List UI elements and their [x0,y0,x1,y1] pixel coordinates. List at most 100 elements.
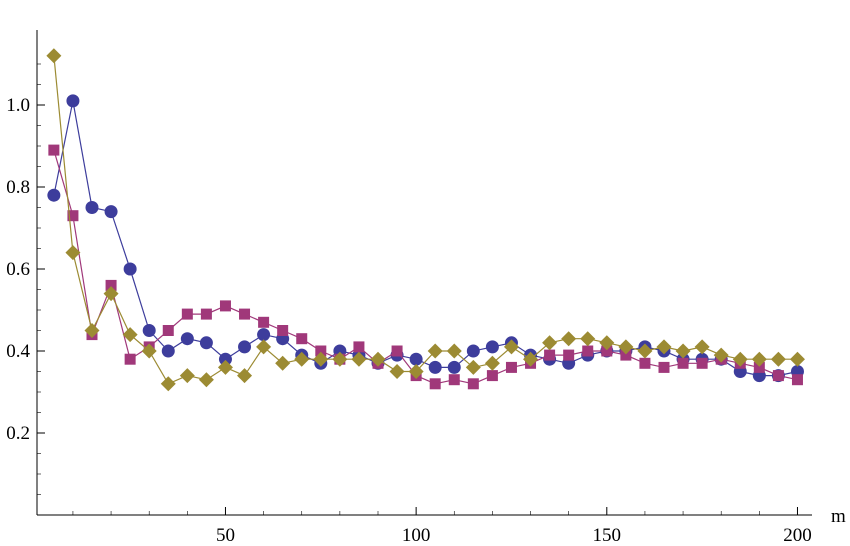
series-line-diamond [53,55,798,385]
data-point-diamond [46,48,62,64]
data-point-square [429,378,441,390]
data-point-diamond [637,343,653,359]
data-point-diamond [770,351,786,367]
data-point-circle [485,340,499,354]
data-point-circle [66,94,80,108]
data-point-square [658,361,670,373]
y-tick-label: 0.2 [6,423,30,444]
series-line-circle [53,100,798,377]
y-tick-label: 1.0 [6,95,30,116]
series-square [48,144,803,390]
data-point-diamond [332,351,348,367]
data-point-circle [447,360,461,374]
data-point-square [505,361,517,373]
data-point-diamond [675,343,691,359]
data-point-diamond [656,339,672,355]
data-point-square [258,316,270,328]
data-point-square [105,279,117,291]
data-point-diamond [446,343,462,359]
data-point-diamond [103,286,119,302]
data-point-circle [428,360,442,374]
data-point-square [67,210,79,222]
data-point-square [296,333,308,345]
data-point-square [162,325,174,336]
series-diamond [46,48,805,392]
data-point-diamond [580,331,596,347]
data-point-diamond [84,323,100,338]
data-point-circle [409,352,423,366]
data-point-diamond [351,351,367,367]
data-point-square [181,308,193,320]
data-point-circle [47,188,61,202]
data-point-diamond [237,368,253,384]
data-point-circle [218,352,232,366]
data-point-diamond [561,331,577,347]
series-line-square [53,149,798,385]
data-point-diamond [789,351,805,367]
data-point-square [448,374,460,386]
y-tick-label: 0.6 [6,259,30,280]
data-point-diamond [141,343,157,359]
data-point-circle [142,324,156,337]
data-point-square [219,300,231,312]
data-point-diamond [217,359,233,375]
data-point-diamond [523,351,539,367]
data-point-square [753,361,765,373]
data-point-square [200,308,212,320]
data-point-diamond [256,339,272,355]
data-point-diamond [294,351,310,367]
data-point-square [391,345,403,357]
x-tick-label: 150 [593,525,622,546]
data-point-circle [161,344,175,358]
y-tick-label: 0.8 [6,177,30,198]
data-point-diamond [160,376,176,392]
y-tick-label: 0.4 [6,341,30,362]
data-point-circle [238,340,252,354]
data-point-circle [85,201,99,214]
data-point-square [601,345,613,357]
data-point-diamond [713,347,729,363]
data-point-diamond [427,343,443,359]
data-point-diamond [370,351,386,367]
data-point-diamond [694,339,710,355]
x-axis-label: m [831,506,846,527]
data-point-square [582,345,594,357]
data-point-circle [466,344,480,358]
data-point-circle [199,336,213,350]
series-circle [47,94,804,383]
data-point-diamond [65,245,81,261]
axes: 50 100 150 200 0.2 0.4 0.6 0.8 1.0 m [6,30,846,546]
data-point-square [486,370,498,382]
data-point-diamond [275,355,291,371]
data-point-square [48,144,60,156]
data-point-circle [123,262,137,276]
data-point-diamond [484,355,500,371]
data-point-diamond [465,359,481,375]
data-point-square [696,357,708,369]
data-point-square [677,357,689,369]
x-tick-label: 100 [402,525,431,546]
data-point-square [277,325,289,336]
data-point-circle [180,332,194,346]
x-tick-label: 50 [216,525,235,546]
x-tick-label: 200 [783,525,812,546]
data-point-square [791,374,803,386]
data-point-diamond [599,335,615,351]
data-point-square [563,349,575,361]
data-point-square [124,353,136,365]
data-point-diamond [198,372,214,388]
data-point-diamond [542,335,558,351]
data-point-square [353,341,365,353]
data-point-diamond [313,351,329,367]
data-point-diamond [618,339,634,355]
data-point-diamond [408,364,424,379]
data-point-circle [104,205,118,219]
data-point-square [620,349,632,361]
data-point-diamond [503,339,519,355]
data-point-square [639,357,651,369]
data-point-diamond [122,327,138,343]
data-point-square [239,308,251,320]
data-point-square [772,370,784,382]
